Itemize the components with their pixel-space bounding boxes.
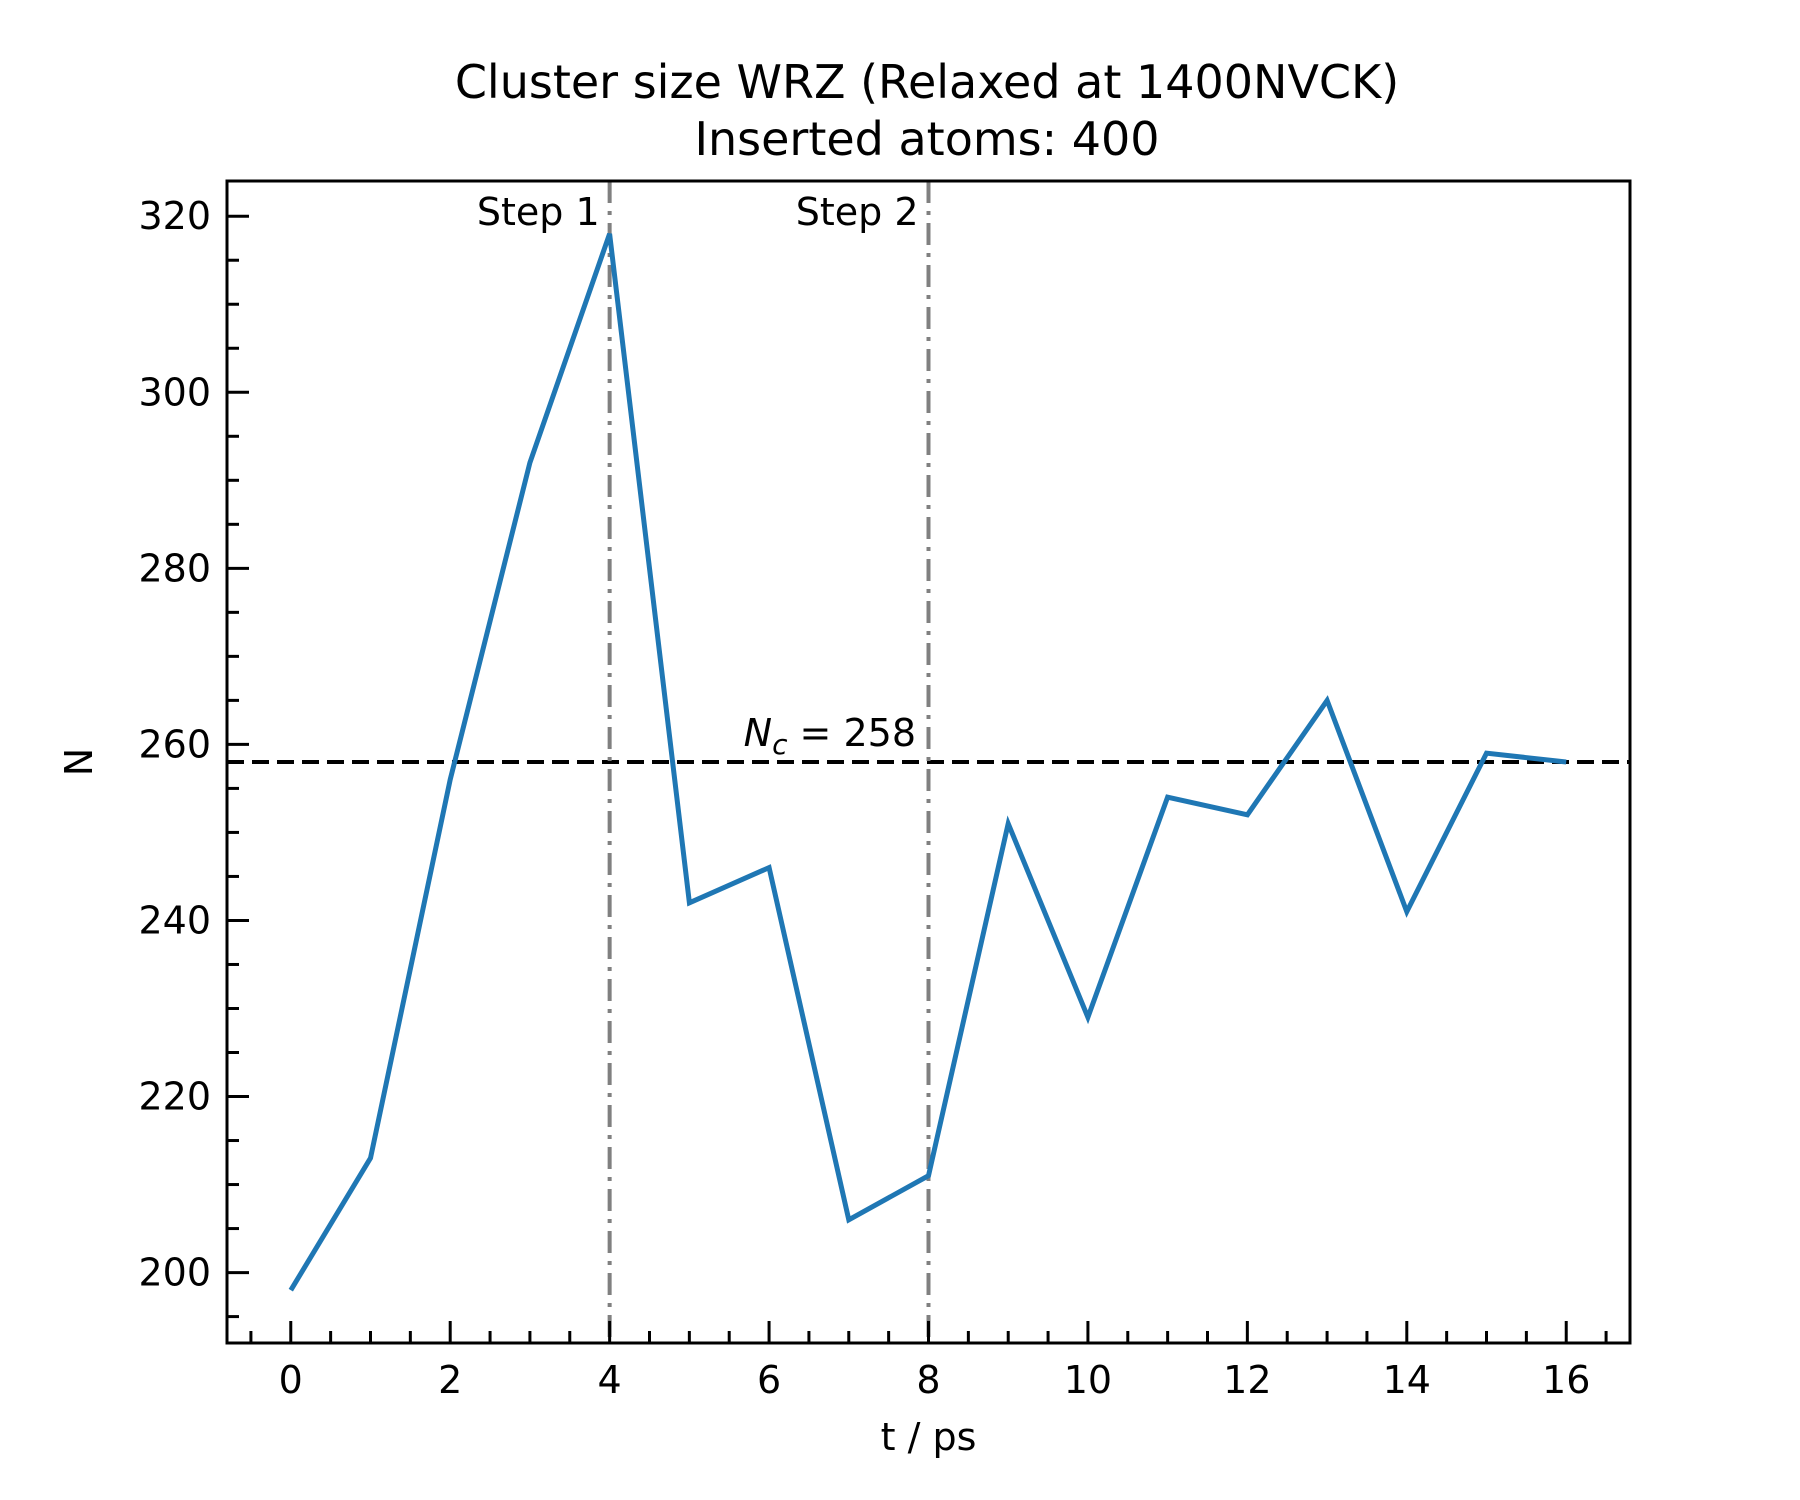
y-tick-label: 320: [138, 194, 211, 238]
x-tick-label: 12: [1223, 1358, 1271, 1402]
series-layer: [288, 232, 1567, 1292]
critical-size-label: Nc = 258: [744, 711, 916, 761]
plot-frame: [225, 179, 1632, 1345]
y-tick-label: 300: [138, 370, 211, 414]
ticks: 0 2 4 6 8 10 12 14 16 200 220 240 260 280 300 320: [138, 194, 1608, 1402]
x-tick-label: 10: [1064, 1358, 1112, 1402]
y-tick-label: 240: [138, 898, 211, 942]
y-tick-label: 200: [138, 1251, 211, 1295]
x-tick-label: 4: [598, 1358, 622, 1402]
y-tick-label: 260: [138, 722, 211, 766]
series-line-0: [288, 232, 1567, 1292]
y-tick-label: 280: [138, 546, 211, 590]
step-label: Step 1: [477, 190, 600, 234]
y-tick-label: 220: [138, 1075, 211, 1119]
x-tick-label: 2: [438, 1358, 462, 1402]
chart-title: Cluster size WRZ (Relaxed at 1400NVCK): [455, 55, 1399, 109]
x-tick-label: 6: [757, 1358, 781, 1402]
x-tick-label: 16: [1542, 1358, 1590, 1402]
chart-subtitle: Inserted atoms: 400: [694, 112, 1159, 166]
x-tick-label: 0: [279, 1358, 303, 1402]
x-tick-label: 14: [1383, 1358, 1431, 1402]
x-tick-label: 8: [916, 1358, 940, 1402]
x-axis-label: t / ps: [881, 1415, 977, 1459]
y-axis-label: N: [57, 748, 101, 776]
reference-lines: Nc = 258 Step 1 Step 2: [227, 181, 1630, 1343]
step-label: Step 2: [796, 190, 919, 234]
